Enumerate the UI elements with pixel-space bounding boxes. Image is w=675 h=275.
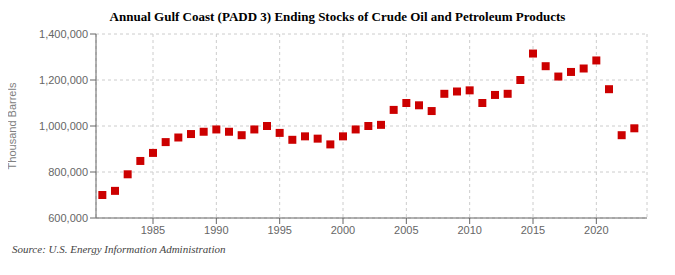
svg-text:2005: 2005 — [394, 224, 418, 236]
svg-text:600,000: 600,000 — [48, 212, 88, 224]
svg-text:2000: 2000 — [331, 224, 355, 236]
svg-text:1,000,000: 1,000,000 — [39, 120, 88, 132]
svg-text:1995: 1995 — [267, 224, 291, 236]
svg-text:1985: 1985 — [141, 224, 165, 236]
svg-text:1990: 1990 — [204, 224, 228, 236]
svg-text:2010: 2010 — [457, 224, 481, 236]
html-text:Source: U.S. Energy Informatio: Source: U.S. Energy Information Administ… — [12, 243, 226, 255]
html-text:Annual Gulf Coast (PADD 3) End: Annual Gulf Coast (PADD 3) Ending Stocks… — [109, 9, 566, 24]
svg-text:2020: 2020 — [584, 224, 608, 236]
svg-text:1,200,000: 1,200,000 — [39, 74, 88, 86]
svg-text:2015: 2015 — [521, 224, 545, 236]
svg-text:Thousand Barrels: Thousand Barrels — [8, 82, 18, 169]
svg-text:800,000: 800,000 — [48, 166, 88, 178]
svg-text:1,400,000: 1,400,000 — [39, 28, 88, 40]
